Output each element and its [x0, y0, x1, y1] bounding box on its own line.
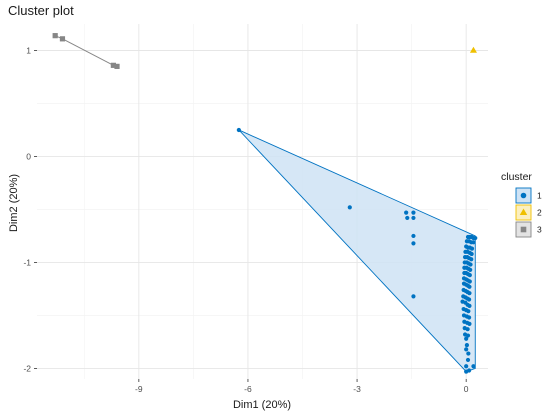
x-axis-ticks: -9 -6 -3 0 [135, 379, 469, 394]
data-point-cluster-1 [471, 240, 476, 245]
x-tick-label: -6 [244, 384, 252, 394]
data-point-cluster-1 [473, 235, 478, 241]
data-points [52, 33, 478, 374]
data-point-cluster-1 [411, 294, 416, 299]
data-point-cluster-3 [114, 63, 120, 69]
legend-symbol-3 [520, 226, 527, 233]
data-point-cluster-1 [466, 351, 471, 356]
x-tick-label: 0 [464, 384, 469, 394]
data-point-cluster-1 [464, 336, 469, 341]
data-point-cluster-1 [464, 364, 469, 369]
chart-title: Cluster plot [8, 3, 74, 18]
y-tick-label: 1 [26, 45, 31, 55]
legend-symbol-2 [519, 208, 528, 215]
data-point-cluster-1 [466, 309, 471, 314]
plot-panel [37, 24, 488, 379]
y-axis-title: Dim2 (20%) [8, 174, 20, 232]
legend-label-2: 2 [537, 208, 542, 218]
y-tick-label: -2 [23, 363, 31, 373]
legend-label-3: 3 [537, 225, 542, 235]
y-tick-label: -1 [23, 257, 31, 267]
y-tick-label: 0 [26, 151, 31, 161]
data-point-cluster-1 [467, 303, 472, 308]
data-point-cluster-2 [469, 46, 477, 53]
data-point-cluster-1 [411, 233, 416, 239]
cluster-hulls [238, 129, 476, 373]
legend: cluster 1 2 3 [501, 171, 542, 238]
data-point-cluster-1 [464, 369, 469, 374]
y-axis-ticks: 1 0 -1 -2 [23, 45, 37, 373]
data-point-cluster-3 [110, 62, 116, 68]
data-point-cluster-1 [347, 205, 352, 210]
data-point-cluster-1 [471, 364, 476, 369]
data-point-cluster-1 [469, 251, 474, 257]
data-point-cluster-1 [465, 357, 471, 363]
data-point-cluster-1 [411, 210, 416, 215]
data-point-cluster-1 [405, 215, 410, 221]
data-point-cluster-1 [468, 262, 473, 267]
data-point-cluster-1 [466, 315, 472, 320]
data-point-cluster-1 [411, 241, 416, 246]
data-point-cluster-1 [236, 127, 241, 133]
data-point-cluster-1 [467, 321, 472, 326]
data-point-cluster-1 [465, 327, 470, 332]
data-point-cluster-3 [59, 36, 66, 42]
legend-title: cluster [501, 171, 532, 183]
data-point-cluster-1 [467, 273, 472, 278]
cluster-hull-1 [238, 129, 476, 373]
data-point-cluster-1 [467, 279, 472, 284]
data-point-cluster-1 [411, 215, 416, 221]
data-point-cluster-1 [466, 297, 472, 302]
data-point-cluster-1 [469, 257, 474, 262]
data-point-cluster-1 [468, 267, 473, 272]
data-point-cluster-1 [469, 246, 475, 251]
data-point-cluster-1 [404, 210, 409, 215]
data-point-cluster-1 [465, 333, 471, 338]
legend-symbol-1 [520, 192, 527, 199]
data-point-cluster-1 [464, 342, 470, 348]
legend-label-1: 1 [537, 191, 542, 201]
x-axis-title: Dim1 (20%) [233, 399, 291, 411]
x-tick-label: -9 [135, 384, 143, 394]
data-point-cluster-1 [467, 284, 472, 289]
data-point-cluster-1 [467, 291, 472, 296]
data-point-cluster-3 [52, 33, 58, 39]
data-point-cluster-1 [464, 347, 469, 352]
x-tick-label: -3 [353, 384, 361, 394]
